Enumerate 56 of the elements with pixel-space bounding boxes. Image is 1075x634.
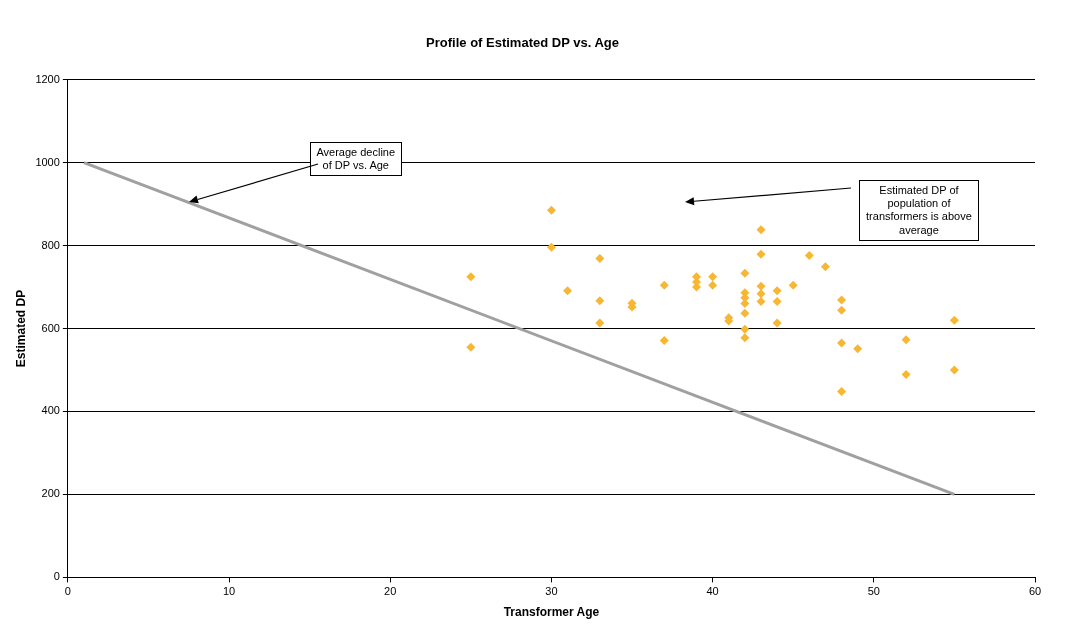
x-tick-label: 40 — [706, 585, 719, 598]
point — [804, 250, 814, 260]
point — [563, 286, 573, 296]
point — [466, 272, 476, 282]
point — [820, 262, 830, 272]
point — [595, 253, 605, 263]
point — [740, 324, 750, 334]
point — [949, 315, 959, 325]
point — [595, 318, 605, 328]
point — [659, 280, 669, 290]
point — [595, 296, 605, 306]
point — [837, 387, 847, 397]
point — [546, 242, 556, 252]
y-tick-label: 200 — [41, 487, 60, 500]
point — [772, 286, 782, 296]
y-tick-label: 1000 — [35, 155, 60, 168]
point — [901, 335, 911, 345]
y-tick-label: 600 — [41, 321, 60, 334]
point — [546, 205, 556, 215]
point — [853, 344, 863, 354]
point — [788, 280, 798, 290]
point — [740, 268, 750, 278]
point — [659, 336, 669, 346]
x-tick-label: 10 — [222, 585, 236, 598]
point — [901, 370, 911, 380]
point — [740, 308, 750, 318]
x-axis-title: Transformer Age — [503, 605, 600, 620]
x-tick-label: 30 — [545, 585, 558, 598]
point — [756, 249, 766, 259]
point — [756, 281, 766, 291]
x-tick-label: 20 — [384, 585, 397, 598]
point — [466, 342, 476, 352]
point — [708, 272, 718, 282]
x-tick-label: 60 — [1028, 585, 1042, 598]
point — [756, 289, 766, 299]
y-tick-label: 400 — [41, 404, 60, 417]
x-tick-label: 0 — [64, 585, 71, 598]
point — [756, 225, 766, 235]
y-tick-label: 1200 — [35, 72, 60, 85]
y-tick-label: 0 — [53, 570, 60, 583]
point — [772, 318, 782, 328]
annotation: Estimated DP of population of transformers is above average — [858, 180, 979, 241]
chart-title: Profile of Estimated DP vs. Age — [426, 35, 619, 51]
point — [837, 305, 847, 315]
point — [837, 295, 847, 305]
point — [837, 338, 847, 348]
y-tick-label: 800 — [41, 238, 60, 251]
point — [756, 297, 766, 307]
x-tick-label: 50 — [867, 585, 880, 598]
point — [772, 297, 782, 307]
point — [708, 280, 718, 290]
annotation: Average decline of DP vs. Age — [309, 141, 402, 177]
point — [740, 333, 750, 343]
point — [740, 299, 750, 309]
point — [949, 365, 959, 375]
y-axis-title: Estimated DP — [13, 289, 28, 368]
